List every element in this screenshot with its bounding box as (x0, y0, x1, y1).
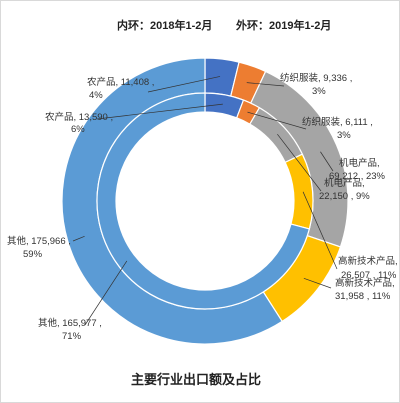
label-outer-other-line2: 59% (23, 249, 43, 260)
label-outer-textile-line1: 纺织服装, 9,336 , (280, 72, 352, 84)
leader-outer-electro (320, 151, 334, 172)
label-inner-textile-line2: 3% (337, 130, 351, 141)
label-inner-other-line2: 71% (62, 331, 82, 342)
leader-inner-other (84, 260, 128, 326)
label-outer-hightech-line2: 31,958 , 11% (335, 291, 391, 302)
leader-inner-hightech (302, 191, 338, 270)
chart-title: 主要行业出口额及占比 (131, 372, 261, 387)
label-outer-other-line1: 其他, 175,966 , (7, 235, 71, 247)
label-outer-agri-line2: 4% (89, 90, 103, 101)
label-outer-agri-line1: 农产品, 11,408 , (87, 76, 154, 88)
leader-outer-textile (246, 82, 285, 87)
label-inner-electro-line1: 机电产品, (324, 177, 365, 189)
leader-outer-hightech (303, 277, 332, 289)
label-outer-electro-line1: 机电产品, (339, 157, 380, 169)
leader-inner-textile (247, 111, 307, 130)
leader-lines (72, 76, 338, 326)
leader-outer-agri (147, 76, 221, 93)
inner-ring (96, 92, 314, 310)
inner-slice-other (96, 92, 311, 310)
label-outer-hightech-line1: 高新技术产品, (335, 277, 395, 289)
label-outer-electro-line2: 69,212 , 23% (329, 171, 386, 182)
label-inner-hightech-line2: 26,507 , 11% (341, 270, 397, 281)
subtitle-inner: 内环：2018年1-2月 (117, 18, 212, 32)
leader-inner-agri (96, 103, 223, 120)
label-inner-agri-line2: 6% (71, 124, 85, 135)
label-inner-agri-line1: 农产品, 13,590 , (45, 111, 113, 123)
leader-inner-electro (277, 133, 322, 192)
label-inner-textile-line1: 纺织服装, 6,111 , (302, 116, 373, 128)
label-inner-other-line1: 其他, 165,977 , (38, 317, 102, 329)
leader-outer-other (72, 235, 85, 242)
label-outer-textile-line2: 3% (312, 86, 326, 97)
label-inner-electro-line2: 22,150 , 9% (319, 191, 370, 202)
label-inner-hightech-line1: 高新技术产品, (338, 255, 398, 267)
subtitle-outer: 外环：2019年1-2月 (235, 18, 331, 32)
